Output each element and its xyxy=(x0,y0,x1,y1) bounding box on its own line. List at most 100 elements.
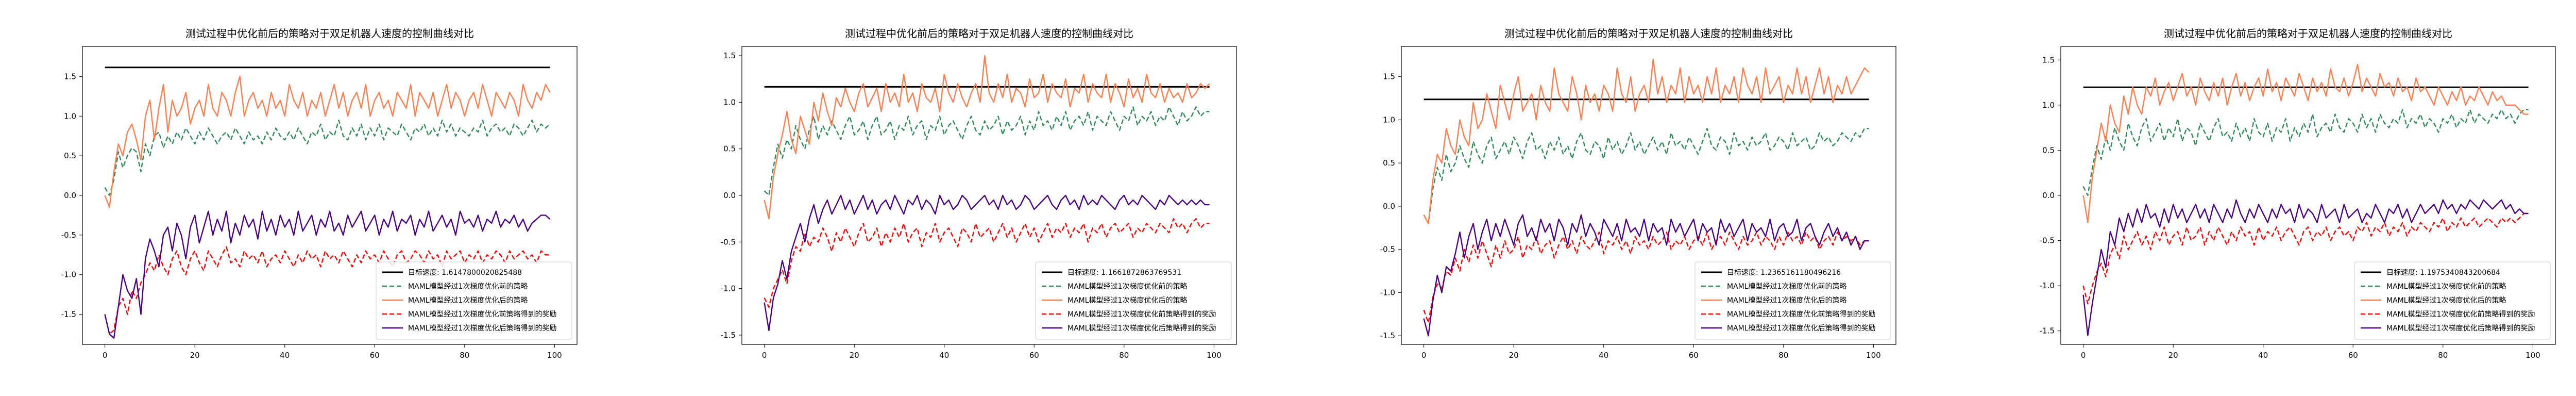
y-tick-label: -1.5 xyxy=(61,310,76,319)
chart-2: 测试过程中优化前后的策略对于双足机器人速度的控制曲线对比 0 20 40 60 80 100… xyxy=(721,27,1237,360)
y-tick-label: 1.0 xyxy=(723,97,736,107)
chart-title: 测试过程中优化前后的策略对于双足机器人速度的控制曲线对比 xyxy=(2164,27,2452,40)
legend-box xyxy=(1694,261,1891,340)
after-policy-line xyxy=(764,55,1210,220)
before-policy-line xyxy=(1423,127,1869,224)
legend-label: MAML模型经过1次梯度优化后的策略 xyxy=(1727,296,1846,305)
legend-label: 目标速度: 1.2365161180496216 xyxy=(1727,269,1841,277)
legend-label: MAML模型经过1次梯度优化后策略得到的奖励 xyxy=(1727,324,1875,333)
x-tick-label: 40 xyxy=(1599,351,1608,360)
after-reward-line xyxy=(1423,214,1869,337)
chart-title: 测试过程中优化前后的策略对于双足机器人速度的控制曲线对比 xyxy=(185,27,474,40)
x-tick-label: 100 xyxy=(547,351,562,360)
x-tick-label: 80 xyxy=(1119,351,1129,360)
after-reward-line xyxy=(104,210,551,339)
y-tick-label: 0.0 xyxy=(1383,202,1395,211)
y-tick-label: -1.0 xyxy=(61,270,76,279)
y-tick-label: 1.5 xyxy=(723,51,736,60)
legend: 目标速度: 1.1661872863769531 MAML模型经过1次梯度优化前的… xyxy=(1035,261,1232,340)
x-tick-label: 60 xyxy=(1029,351,1039,360)
y-tick-label: -0.5 xyxy=(61,230,76,240)
y-tick-label: 1.5 xyxy=(1383,72,1395,81)
before-policy-line xyxy=(104,119,551,196)
legend-label: MAML模型经过1次梯度优化后的策略 xyxy=(2386,296,2506,305)
after-policy-line xyxy=(104,76,551,208)
chart-title: 测试过程中优化前后的策略对于双足机器人速度的控制曲线对比 xyxy=(1504,27,1793,40)
y-tick-label: -1.5 xyxy=(721,331,736,340)
axes-frame xyxy=(1401,46,1896,345)
legend-label: MAML模型经过1次梯度优化前策略得到的奖励 xyxy=(408,310,556,319)
x-tick-label: 80 xyxy=(1778,351,1788,360)
y-tick-label: 0.0 xyxy=(723,191,736,200)
legend-label: MAML模型经过1次梯度优化前的策略 xyxy=(2386,282,2506,291)
x-tick-label: 60 xyxy=(370,351,380,360)
x-tick-label: 60 xyxy=(1689,351,1699,360)
legend-label: MAML模型经过1次梯度优化前策略得到的奖励 xyxy=(1067,310,1216,319)
after-reward-line xyxy=(2082,199,2529,336)
legend-label: MAML模型经过1次梯度优化后策略得到的奖励 xyxy=(408,324,556,333)
legend-label: MAML模型经过1次梯度优化前策略得到的奖励 xyxy=(2386,310,2535,319)
legend-label: MAML模型经过1次梯度优化后的策略 xyxy=(1067,296,1187,305)
before-reward-line xyxy=(764,218,1210,308)
before-reward-line xyxy=(2082,212,2529,305)
y-tick-label: -0.5 xyxy=(1380,245,1395,254)
y-tick-label: 1.0 xyxy=(64,111,76,121)
y-tick-label: 0.5 xyxy=(2042,145,2055,155)
x-tick-label: 60 xyxy=(2348,351,2358,360)
y-tick-label: 1.5 xyxy=(2042,55,2055,64)
chart-4: 测试过程中优化前后的策略对于双足机器人速度的控制曲线对比 0 20 40 60 80 100… xyxy=(2040,27,2556,360)
chart-title: 测试过程中优化前后的策略对于双足机器人速度的控制曲线对比 xyxy=(845,27,1133,40)
x-tick-label: 20 xyxy=(850,351,859,360)
after-reward-line xyxy=(764,194,1210,332)
y-tick-label: 1.0 xyxy=(1383,115,1395,124)
legend-box xyxy=(2354,261,2551,340)
legend-label: 目标速度: 1.6147800020825488 xyxy=(408,269,522,277)
legend: 目标速度: 1.2365161180496216 MAML模型经过1次梯度优化前的… xyxy=(1694,261,1891,340)
x-tick-label: 100 xyxy=(2526,351,2540,360)
legend-label: MAML模型经过1次梯度优化前策略得到的奖励 xyxy=(1727,310,1875,319)
x-tick-label: 100 xyxy=(1866,351,1881,360)
before-policy-line xyxy=(2082,109,2529,196)
after-policy-line xyxy=(2082,63,2529,223)
before-reward-line xyxy=(104,246,550,335)
legend-label: 目标速度: 1.1975340843200684 xyxy=(2386,269,2500,277)
y-tick-label: -1.0 xyxy=(2040,281,2055,290)
legend-box xyxy=(1035,261,1232,340)
x-tick-label: 0 xyxy=(103,351,108,360)
x-tick-label: 100 xyxy=(1207,351,1222,360)
y-tick-label: -0.5 xyxy=(2040,236,2055,245)
legend-label: MAML模型经过1次梯度优化后策略得到的奖励 xyxy=(1067,324,1216,333)
x-tick-label: 0 xyxy=(2081,351,2086,360)
legend-box xyxy=(376,261,572,340)
y-tick-label: 0.5 xyxy=(64,151,76,160)
x-tick-label: 80 xyxy=(460,351,469,360)
x-tick-label: 80 xyxy=(2438,351,2448,360)
before-reward-line xyxy=(1423,232,1869,324)
x-tick-label: 40 xyxy=(280,351,290,360)
x-tick-label: 40 xyxy=(2258,351,2268,360)
after-policy-line xyxy=(1423,58,1870,224)
legend: 目标速度: 1.1975340843200684 MAML模型经过1次梯度优化前的… xyxy=(2354,261,2551,340)
x-tick-label: 40 xyxy=(939,351,949,360)
legend-label: MAML模型经过1次梯度优化前的策略 xyxy=(408,282,528,291)
y-tick-label: 0.0 xyxy=(64,191,76,200)
x-tick-label: 0 xyxy=(1421,351,1427,360)
y-tick-label: 0.5 xyxy=(723,144,736,154)
y-tick-label: -1.5 xyxy=(2040,326,2055,336)
legend-label: MAML模型经过1次梯度优化后的策略 xyxy=(408,296,528,305)
legend-label: MAML模型经过1次梯度优化后策略得到的奖励 xyxy=(2386,324,2535,333)
x-tick-label: 20 xyxy=(190,351,200,360)
y-tick-label: 0.5 xyxy=(1383,158,1395,168)
y-tick-label: -1.0 xyxy=(1380,288,1395,297)
x-tick-label: 20 xyxy=(2168,351,2178,360)
legend-label: MAML模型经过1次梯度优化前的策略 xyxy=(1727,282,1846,291)
y-tick-label: -0.5 xyxy=(721,237,736,246)
chart-1: 测试过程中优化前后的策略对于双足机器人速度的控制曲线对比 0 20 40 60 80 100… xyxy=(61,27,578,360)
x-tick-label: 20 xyxy=(1509,351,1519,360)
legend: 目标速度: 1.6147800020825488 MAML模型经过1次梯度优化前的… xyxy=(376,261,572,340)
y-tick-label: 0.0 xyxy=(2042,191,2055,200)
chart-3: 测试过程中优化前后的策略对于双足机器人速度的控制曲线对比 0 20 40 60 80 100… xyxy=(1380,27,1896,360)
y-tick-label: -1.0 xyxy=(721,284,736,293)
legend-label: MAML模型经过1次梯度优化前的策略 xyxy=(1067,282,1187,291)
y-tick-label: 1.0 xyxy=(2042,101,2055,110)
